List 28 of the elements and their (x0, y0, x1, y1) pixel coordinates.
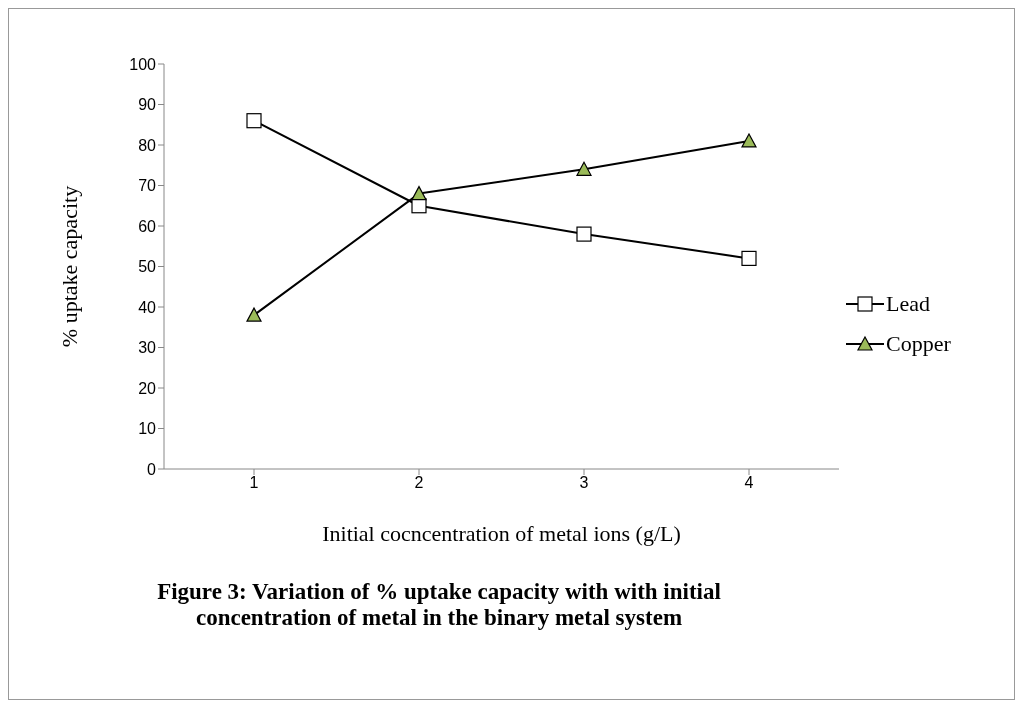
point (576, 226, 592, 242)
y-tick-label: 10 (138, 420, 157, 438)
point (411, 198, 427, 214)
legend-label: Copper (886, 331, 951, 357)
x-tick-label: 4 (744, 474, 754, 492)
x-axis-title: Initial cocncentration of metal ions (g/L) (322, 521, 681, 546)
y-tick-label: 90 (138, 96, 157, 114)
y-tick-label: 80 (138, 136, 157, 154)
point (246, 113, 262, 129)
text: Figure 3: Variation of % uptake capacity with with initial concentration of metal in the binary metal system (156, 579, 722, 631)
point (741, 133, 757, 148)
y-tick-label: 20 (138, 379, 157, 397)
x-tick-label: 3 (579, 474, 589, 492)
point (576, 161, 592, 176)
y-axis-title: % uptake capacity (56, 185, 82, 348)
y-tick-label: 100 (129, 55, 157, 73)
y-tick-label: 50 (138, 258, 157, 276)
y-tick-label: 60 (138, 217, 157, 235)
y-tick-label: 30 (138, 339, 157, 357)
x-tick-label: 1 (249, 474, 259, 492)
y-tick-label: 40 (138, 298, 157, 316)
x-tick-label: 2 (414, 474, 424, 492)
point (741, 250, 757, 266)
point (246, 307, 262, 322)
point (411, 186, 427, 201)
y-tick-label: 0 (147, 460, 157, 478)
y-tick-label: 70 (138, 177, 157, 195)
legend-label: Lead (886, 291, 930, 317)
